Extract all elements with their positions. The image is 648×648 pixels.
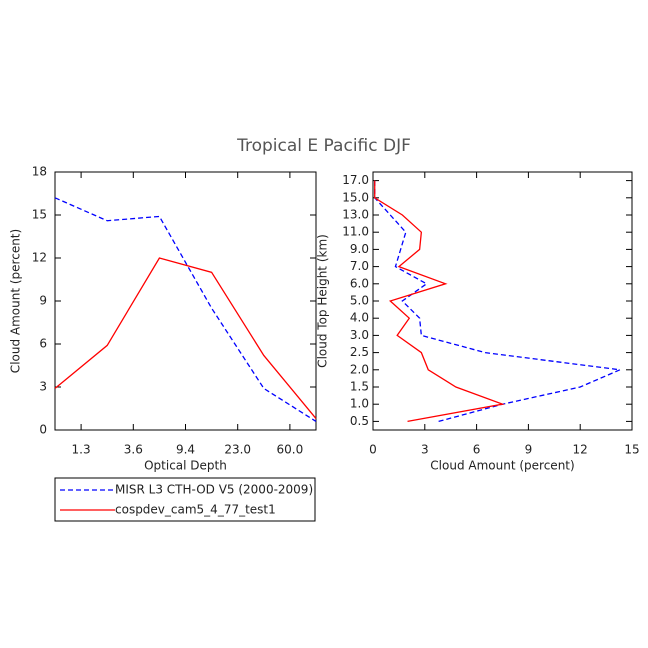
plot-frame: [54, 171, 317, 431]
data-line: [54, 197, 317, 422]
y-tick-label: 2.5: [350, 345, 369, 359]
y-tick-label: 1.0: [350, 397, 369, 411]
y-tick-label: 15.0: [342, 190, 369, 204]
y-tick-label: 6: [39, 337, 47, 351]
x-tick-label: 1.3: [72, 443, 91, 457]
figure-title: Tropical E Pacific DJF: [236, 136, 411, 156]
y-tick-label: 15: [32, 208, 47, 222]
y-tick-label: 3.0: [350, 328, 369, 342]
y-tick-label: 2.0: [350, 362, 369, 376]
x-axis-label: Optical Depth: [144, 459, 227, 473]
x-tick-label: 0: [369, 443, 377, 457]
y-tick-label: 13.0: [342, 208, 369, 222]
legend-label: cospdev_cam5_4_77_test1: [115, 503, 276, 517]
y-tick-label: 0.5: [350, 414, 369, 428]
data-line: [54, 257, 317, 419]
y-tick-label: 12: [32, 251, 47, 265]
y-tick-label: 7.0: [350, 259, 369, 273]
legend-frame: [54, 477, 316, 522]
x-axis-label: Cloud Amount (percent): [430, 459, 574, 473]
y-tick-label: 3: [39, 380, 47, 394]
y-axis-label: Cloud Amount (percent): [9, 229, 23, 373]
y-tick-label: 6.0: [350, 276, 369, 290]
x-tick-label: 23.0: [224, 443, 251, 457]
y-tick-label: 0: [39, 423, 47, 437]
x-tick-label: 3.6: [124, 443, 143, 457]
y-tick-label: 4.0: [350, 311, 369, 325]
y-tick-label: 9: [39, 294, 47, 308]
y-tick-label: 11.0: [342, 225, 369, 239]
x-tick-label: 15: [624, 443, 639, 457]
data-line: [374, 180, 623, 423]
x-tick-label: 60.0: [277, 443, 304, 457]
y-tick-label: 5.0: [350, 294, 369, 308]
y-tick-label: 17.0: [342, 173, 369, 187]
legend-label: MISR L3 CTH-OD V5 (2000-2009): [115, 483, 313, 497]
y-tick-label: 18: [32, 165, 47, 179]
y-tick-label: 9.0: [350, 242, 369, 256]
x-tick-label: 9.4: [176, 443, 195, 457]
x-tick-label: 6: [473, 443, 481, 457]
x-tick-label: 3: [421, 443, 429, 457]
data-line: [374, 180, 505, 423]
x-tick-label: 9: [525, 443, 533, 457]
y-tick-label: 1.5: [350, 380, 369, 394]
x-tick-label: 12: [573, 443, 588, 457]
y-axis-label: Cloud Top Height (km): [316, 234, 330, 368]
plot-frame: [372, 171, 633, 431]
